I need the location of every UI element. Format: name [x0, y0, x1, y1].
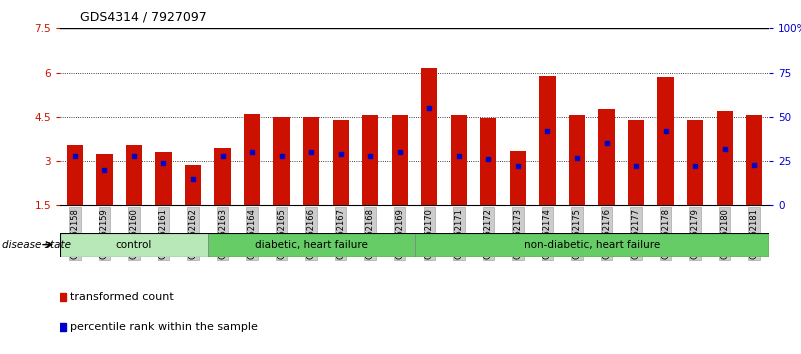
Bar: [332, 120, 348, 205]
Bar: [509, 151, 526, 205]
Bar: [746, 115, 763, 205]
Bar: [415, 233, 769, 257]
Text: percentile rank within the sample: percentile rank within the sample: [70, 321, 258, 332]
Bar: [155, 152, 171, 205]
Bar: [598, 109, 614, 205]
Bar: [215, 148, 231, 205]
Text: transformed count: transformed count: [70, 291, 174, 302]
Text: non-diabetic, heart failure: non-diabetic, heart failure: [524, 240, 660, 250]
Bar: [244, 114, 260, 205]
Bar: [421, 68, 437, 205]
Bar: [273, 117, 290, 205]
Bar: [96, 154, 112, 205]
Bar: [451, 115, 467, 205]
Bar: [60, 233, 207, 257]
Text: GDS4314 / 7927097: GDS4314 / 7927097: [80, 11, 207, 24]
Text: control: control: [115, 240, 152, 250]
Bar: [207, 233, 415, 257]
Bar: [392, 115, 408, 205]
Bar: [569, 115, 585, 205]
Bar: [185, 166, 201, 205]
Bar: [481, 118, 497, 205]
Bar: [687, 120, 703, 205]
Bar: [628, 120, 644, 205]
Bar: [126, 145, 142, 205]
Bar: [658, 77, 674, 205]
Text: diabetic, heart failure: diabetic, heart failure: [255, 240, 368, 250]
Bar: [303, 117, 320, 205]
Bar: [66, 145, 83, 205]
Bar: [717, 111, 733, 205]
Bar: [539, 75, 556, 205]
Text: disease state: disease state: [2, 240, 71, 250]
Bar: [362, 115, 378, 205]
